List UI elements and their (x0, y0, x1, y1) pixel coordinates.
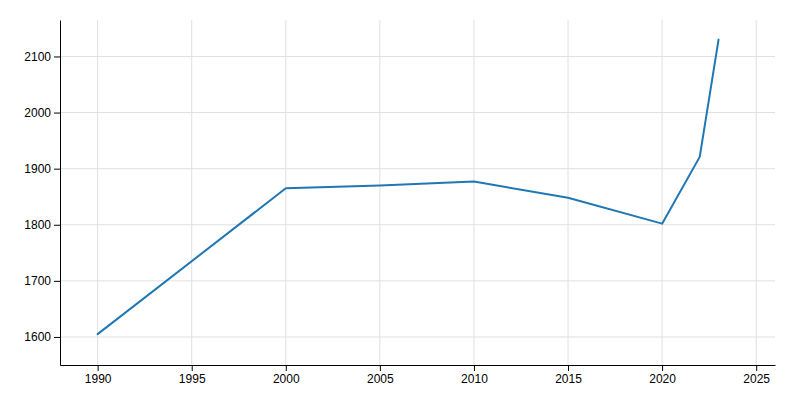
tick-mark (98, 365, 99, 371)
tick-label: 2000 (273, 372, 300, 386)
tick: 1990 (85, 365, 112, 386)
grid-line (97, 20, 98, 365)
grid-line (60, 336, 775, 337)
axis-line (60, 21, 61, 366)
tick-mark (54, 113, 60, 114)
tick-mark (54, 281, 60, 282)
tick-mark (568, 365, 569, 371)
tick: 2015 (555, 365, 582, 386)
tick: 1600 (24, 330, 60, 344)
tick-mark (756, 365, 757, 371)
tick-mark (54, 56, 60, 57)
marks (98, 40, 719, 335)
tick-label: 2100 (24, 50, 51, 64)
tick: 1900 (24, 162, 60, 176)
grid-line (60, 168, 775, 169)
tick: 1995 (179, 365, 206, 386)
tick-label: 1800 (24, 218, 51, 232)
tick-label: 1600 (24, 330, 51, 344)
grid-line (379, 20, 380, 365)
tick: 2020 (649, 365, 676, 386)
tick-label: 1700 (24, 274, 51, 288)
tick: 2010 (461, 365, 488, 386)
tick-mark (54, 337, 60, 338)
axis-line (61, 365, 776, 366)
tick-label: 1995 (179, 372, 206, 386)
plot: 1990 1995 2000 2005 2010 2015 2020 2025 1600 1700… (24, 20, 775, 386)
tick: 2025 (743, 365, 770, 386)
grid-line (473, 20, 474, 365)
grid-line (191, 20, 192, 365)
tick: 1700 (24, 274, 60, 288)
grid-line (662, 20, 663, 365)
tick: 2000 (273, 365, 300, 386)
grid-line (60, 112, 775, 113)
grid (60, 20, 775, 365)
tick-label: 2005 (367, 372, 394, 386)
tick-label: 2020 (649, 372, 676, 386)
tick-label: 2000 (24, 106, 51, 120)
tick: 2100 (24, 50, 60, 64)
tick-label: 1900 (24, 162, 51, 176)
tick-label: 2015 (555, 372, 582, 386)
x-axis: 1990 1995 2000 2005 2010 2015 2020 2025 (61, 365, 776, 386)
grid-line (60, 56, 775, 57)
tick: 1800 (24, 218, 60, 232)
line (98, 40, 719, 335)
tick-mark (54, 225, 60, 226)
grid-line (60, 224, 775, 225)
tick-mark (286, 365, 287, 371)
tick-mark (474, 365, 475, 371)
tick: 2005 (367, 365, 394, 386)
chart: 1990 1995 2000 2005 2010 2015 2020 2025 1600 1700… (0, 0, 800, 400)
tick-mark (192, 365, 193, 371)
tick: 2000 (24, 106, 60, 120)
tick-mark (54, 169, 60, 170)
tick-label: 1990 (85, 372, 112, 386)
tick-label: 2025 (743, 372, 770, 386)
grid-line (285, 20, 286, 365)
tick-mark (662, 365, 663, 371)
tick-mark (380, 365, 381, 371)
tick-label: 2010 (461, 372, 488, 386)
y-axis: 1600 1700 1800 1900 2000 2100 (24, 21, 60, 366)
grid-line (568, 20, 569, 365)
grid-line (756, 20, 757, 365)
